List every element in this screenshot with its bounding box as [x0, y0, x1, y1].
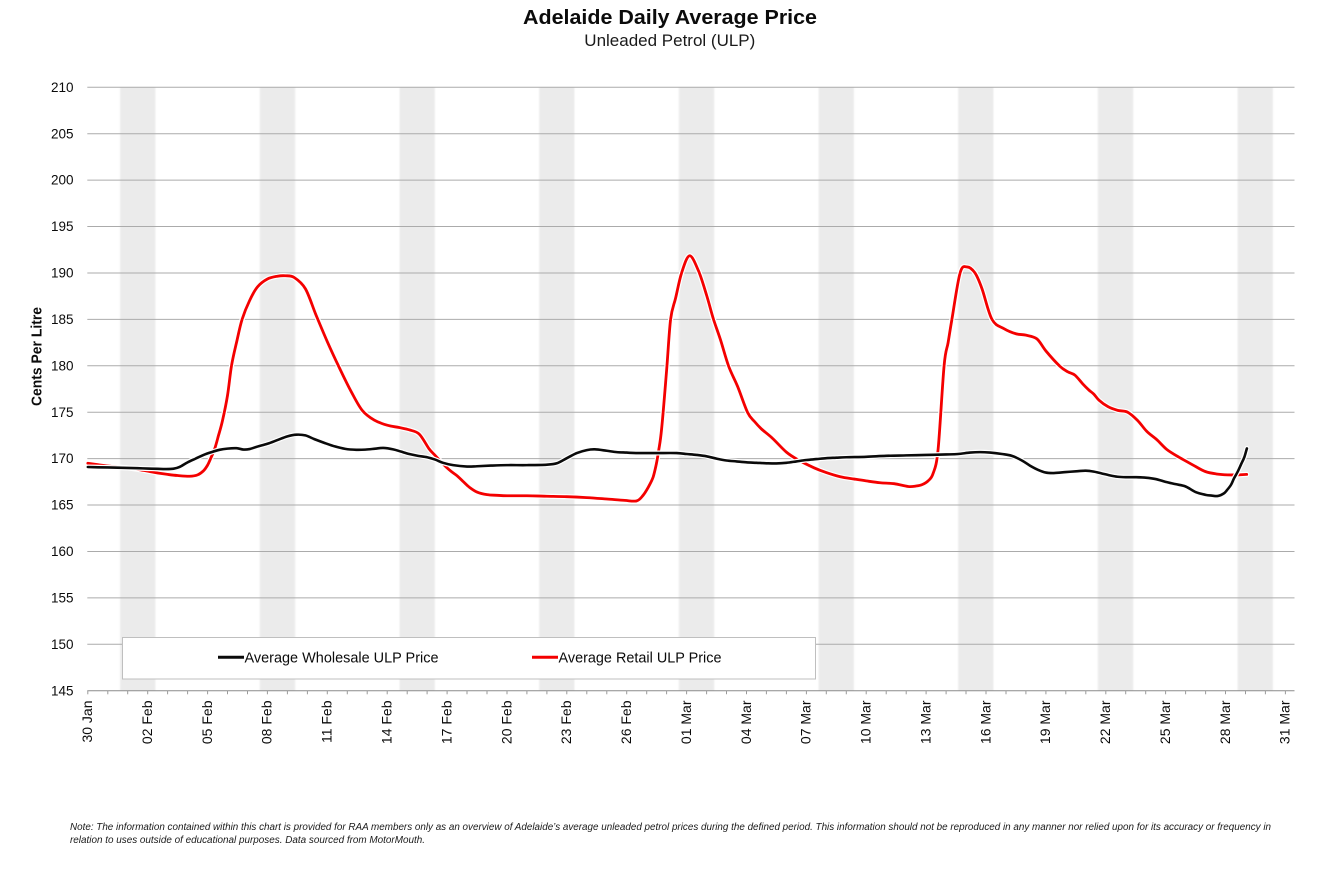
svg-text:165: 165: [51, 498, 74, 513]
svg-text:30 Jan: 30 Jan: [79, 701, 95, 743]
svg-text:14 Feb: 14 Feb: [379, 700, 395, 744]
svg-text:11 Feb: 11 Feb: [319, 700, 335, 743]
svg-text:10 Mar: 10 Mar: [858, 700, 874, 744]
svg-text:Adelaide Daily Average Price: Adelaide Daily Average Price: [523, 7, 817, 29]
svg-text:01 Mar: 01 Mar: [678, 700, 694, 744]
svg-text:25 Mar: 25 Mar: [1157, 700, 1173, 744]
svg-text:Note: The information containe: Note: The information contained within t…: [70, 822, 1271, 833]
svg-text:170: 170: [51, 451, 74, 466]
svg-text:26 Feb: 26 Feb: [618, 700, 634, 744]
svg-text:28 Mar: 28 Mar: [1217, 700, 1233, 744]
svg-text:195: 195: [51, 219, 74, 234]
svg-text:23 Feb: 23 Feb: [558, 700, 574, 744]
svg-text:160: 160: [51, 544, 74, 559]
svg-text:07 Mar: 07 Mar: [798, 700, 814, 744]
svg-text:155: 155: [51, 590, 74, 605]
svg-text:13 Mar: 13 Mar: [917, 700, 933, 744]
svg-text:180: 180: [51, 358, 74, 373]
svg-text:04 Mar: 04 Mar: [738, 700, 754, 744]
svg-text:210: 210: [51, 80, 74, 95]
svg-text:31 Mar: 31 Mar: [1277, 700, 1293, 744]
svg-text:150: 150: [51, 637, 74, 652]
svg-text:relation to uses outside of ed: relation to uses outside of educational …: [70, 835, 425, 846]
svg-text:05 Feb: 05 Feb: [199, 700, 215, 744]
svg-text:Average Wholesale ULP Price: Average Wholesale ULP Price: [245, 649, 439, 666]
svg-text:20 Feb: 20 Feb: [498, 700, 514, 744]
svg-text:Unleaded Petrol (ULP): Unleaded Petrol (ULP): [584, 32, 755, 50]
svg-text:Average Retail ULP Price: Average Retail ULP Price: [559, 649, 722, 666]
svg-text:02 Feb: 02 Feb: [139, 700, 155, 744]
svg-text:17 Feb: 17 Feb: [438, 700, 454, 744]
svg-text:175: 175: [51, 405, 74, 420]
svg-text:19 Mar: 19 Mar: [1037, 700, 1053, 744]
svg-text:Cents Per Litre: Cents Per Litre: [30, 307, 46, 406]
svg-text:08 Feb: 08 Feb: [259, 700, 275, 744]
svg-text:16 Mar: 16 Mar: [977, 700, 993, 744]
svg-text:22 Mar: 22 Mar: [1097, 700, 1113, 744]
svg-text:205: 205: [51, 126, 74, 141]
svg-text:145: 145: [51, 683, 74, 698]
svg-text:185: 185: [51, 312, 74, 327]
svg-text:200: 200: [51, 173, 74, 188]
svg-text:190: 190: [51, 266, 74, 281]
